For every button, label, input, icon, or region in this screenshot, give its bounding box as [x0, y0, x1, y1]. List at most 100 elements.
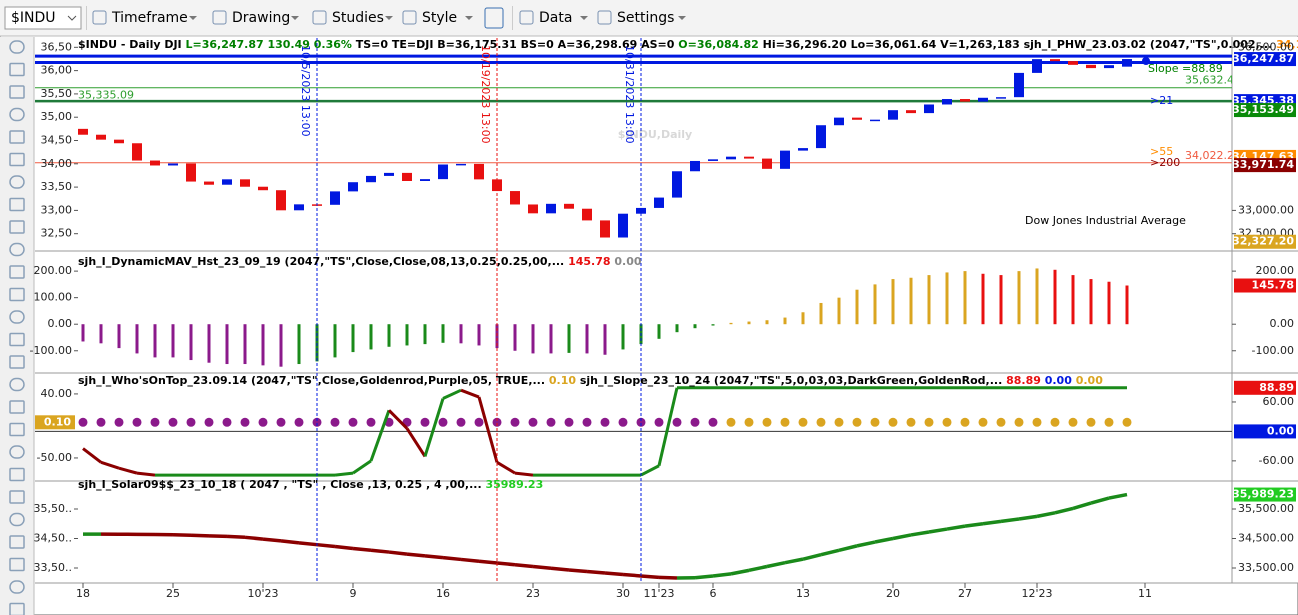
- dot: [816, 417, 826, 427]
- tool-icon[interactable]: [9, 400, 25, 414]
- layout-button[interactable]: [484, 7, 504, 29]
- dot: [330, 417, 340, 427]
- candle: [456, 163, 466, 166]
- histogram-bar: [369, 324, 373, 350]
- candle: [438, 164, 448, 180]
- price-badge-label: 33,971.74: [1232, 158, 1294, 171]
- dot: [1068, 417, 1078, 427]
- plot-area: $INDU,Daily Dow Jones Industrial Average 3…: [35, 54, 1241, 580]
- tool-icon[interactable]: [9, 265, 25, 279]
- tool-icon[interactable]: [9, 287, 25, 302]
- tool-icon[interactable]: [9, 490, 25, 504]
- header-part: O=36,084.82: [678, 38, 762, 51]
- tool-icon[interactable]: [9, 220, 25, 234]
- x-tick-label: 16: [436, 587, 450, 600]
- tool-icon[interactable]: [9, 467, 25, 482]
- menu-item[interactable]: Drawing: [232, 10, 290, 26]
- toolbar: [0, 0, 1298, 36]
- y-tick-label: 0.00: [48, 317, 73, 330]
- histogram-bar: [441, 324, 445, 343]
- histogram-bar: [1107, 281, 1111, 325]
- dot: [132, 417, 142, 427]
- menu-item[interactable]: Data: [539, 10, 572, 26]
- candle: [1014, 72, 1024, 98]
- annotation: Slope =88.89: [1148, 62, 1223, 75]
- symbol[interactable]: $INDU: [11, 10, 56, 26]
- tool-icon[interactable]: [9, 557, 25, 572]
- slope-segment: [136, 471, 156, 477]
- menu-arrow: [678, 16, 686, 20]
- candle: [906, 110, 916, 114]
- candle: [420, 179, 430, 181]
- menu-item[interactable]: Style: [422, 10, 457, 26]
- solar-segment: [208, 534, 228, 539]
- tool-icon[interactable]: [9, 535, 25, 549]
- candle: [132, 143, 142, 161]
- x-tick-label: 12'23: [1021, 587, 1052, 600]
- histogram-bar: [963, 271, 967, 325]
- y2-tick-label: 200.00: [1256, 264, 1295, 277]
- tool-icon[interactable]: [9, 85, 25, 99]
- tool-icon[interactable]: [9, 332, 25, 347]
- candle: [690, 160, 700, 172]
- level-label: 35,632.45: [1185, 74, 1241, 87]
- tool-icon[interactable]: [9, 197, 25, 212]
- dot: [312, 417, 322, 427]
- tool-icon[interactable]: [9, 152, 25, 167]
- header-part: 0.10: [549, 374, 580, 387]
- dot: [618, 417, 628, 427]
- tool-icon[interactable]: [9, 602, 25, 615]
- tool-icon[interactable]: [9, 422, 25, 437]
- candle: [294, 204, 304, 211]
- tool-icon[interactable]: [9, 175, 25, 189]
- tool-icon[interactable]: [9, 355, 25, 369]
- candle: [888, 110, 898, 120]
- tool-icon[interactable]: [9, 40, 25, 54]
- last-price-dot: [1142, 57, 1150, 65]
- histogram-bar: [567, 324, 571, 353]
- solar-segment: [334, 544, 354, 551]
- tool-icon[interactable]: [9, 377, 25, 392]
- candle: [150, 160, 160, 166]
- menu-arrow: [465, 16, 473, 20]
- slope-segment: [640, 464, 660, 477]
- histogram-bar: [207, 324, 211, 363]
- slope-segment: [334, 471, 354, 477]
- histogram-bar: [99, 324, 103, 344]
- candle: [510, 191, 520, 205]
- level-label: 34,022.27: [1185, 149, 1241, 162]
- y2-tick-label: 34,500.00: [1238, 531, 1294, 544]
- menu-item[interactable]: Settings: [617, 10, 674, 26]
- histogram-bar: [657, 324, 661, 339]
- tool-icon[interactable]: [9, 445, 25, 459]
- menu-arrow: [385, 16, 393, 20]
- menu-item[interactable]: Studies: [332, 10, 384, 26]
- tool-icon[interactable]: [9, 107, 25, 122]
- solar-segment: [658, 575, 678, 580]
- tool-icon[interactable]: [9, 310, 25, 324]
- candle: [222, 179, 232, 185]
- annotation: >21: [1150, 94, 1173, 107]
- histogram-bar: [765, 320, 769, 325]
- x-tick-label: 6: [710, 587, 717, 600]
- candle: [942, 99, 952, 105]
- candle: [1086, 64, 1096, 69]
- histogram-bar: [351, 324, 355, 353]
- tool-icon[interactable]: [9, 512, 25, 527]
- y2-tick-label: 35,500.00: [1238, 502, 1294, 515]
- menu-item[interactable]: Timeframe: [111, 10, 188, 26]
- y-tick-label: -50.00: [37, 451, 72, 464]
- tool-icon[interactable]: [9, 62, 25, 77]
- description: Dow Jones Industrial Average: [1025, 214, 1186, 227]
- tool-icon[interactable]: [9, 130, 25, 144]
- candle: [258, 186, 268, 191]
- symbol-box[interactable]: [4, 6, 82, 30]
- pane-header: sjh_I_DynamicMAV_Hst_23_09_19 (2047,"TS"…: [78, 255, 642, 268]
- tool-icon[interactable]: [9, 580, 25, 594]
- x-tick-label: 9: [350, 587, 357, 600]
- dot: [510, 417, 520, 427]
- histogram-bar: [153, 324, 157, 358]
- menu-icon: [312, 10, 327, 25]
- solar-segment: [694, 574, 714, 580]
- tool-icon[interactable]: [9, 242, 25, 257]
